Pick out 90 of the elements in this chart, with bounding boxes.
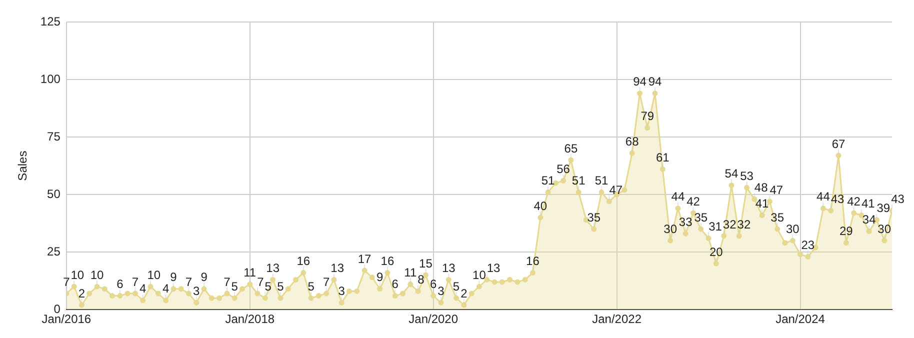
data-label: 20 [710,244,724,259]
data-label: 41 [755,196,770,211]
data-label: 10 [147,268,161,282]
data-label: 48 [754,180,768,194]
data-label: 35 [770,210,784,224]
y-tick-label: 50 [47,186,61,201]
data-label: 5 [277,279,284,294]
data-label: 3 [193,284,200,298]
data-label: 6 [116,277,124,292]
data-label: 7 [63,274,70,289]
data-label: 47 [609,182,623,197]
y-tick-label: 125 [40,14,61,28]
data-label: 6 [430,277,437,292]
x-tick-label: Jan/2020 [408,312,458,326]
data-label: 31 [708,220,722,234]
y-tick-label: 75 [47,129,61,144]
data-label: 2 [460,286,468,300]
data-label: 41 [861,196,876,211]
data-label: 8 [418,272,425,287]
data-label: 67 [832,136,846,151]
data-label: 15 [419,256,433,270]
data-label: 7 [185,274,192,289]
data-label: 51 [572,174,586,188]
y-axis-title: Sales [16,150,30,181]
data-label: 33 [678,214,693,229]
data-label: 6 [392,277,399,292]
data-label: 61 [656,150,670,165]
data-label: 35 [587,210,601,224]
data-label: 94 [648,74,662,89]
data-label: 44 [816,190,830,204]
data-label: 4 [162,282,170,296]
data-label: 47 [770,182,784,197]
data-label: 39 [876,201,890,216]
x-tick-label: Jan/2024 [776,312,826,326]
data-label: 65 [564,141,578,156]
data-label: 51 [541,174,556,188]
x-tick-label: Jan/2018 [225,312,275,326]
data-label: 7 [257,274,264,289]
data-label: 9 [200,270,208,284]
data-label: 3 [438,284,445,298]
y-tick-label: 25 [47,244,61,258]
data-label: 42 [847,194,861,208]
data-label: 16 [296,254,310,268]
y-tick-label: 100 [40,72,61,86]
data-label: 29 [839,224,854,238]
data-label: 32 [737,217,751,232]
data-label: 7 [132,274,139,289]
data-label: 32 [722,217,737,232]
data-label: 10 [90,268,104,282]
data-label: 3 [338,284,346,298]
data-label: 30 [786,222,800,236]
data-label: 13 [266,261,280,275]
data-label: 11 [404,266,417,280]
data-label: 54 [724,166,738,181]
data-label: 7 [322,274,330,289]
data-label: 43 [891,192,905,206]
data-label: 2 [78,286,86,300]
data-label: 30 [878,222,892,236]
data-label: 7 [224,274,231,289]
data-label: 68 [625,134,640,148]
x-tick-label: Jan/2022 [592,312,642,326]
data-label: 56 [556,162,570,176]
data-label: 16 [380,254,394,268]
data-label: 10 [70,268,84,282]
data-label: 5 [264,279,272,294]
data-label: 51 [594,174,609,188]
data-label: 94 [633,74,647,89]
data-label: 5 [452,279,460,294]
data-label: 9 [170,270,178,284]
data-label: 10 [472,268,486,282]
data-label: 23 [801,238,815,252]
data-label: 9 [376,270,384,284]
data-label: 13 [486,261,501,275]
data-label: 4 [140,282,147,296]
data-label: 44 [671,190,685,204]
data-label: 35 [694,210,708,224]
data-label: 13 [442,261,456,275]
data-label: 13 [330,261,344,275]
data-label: 40 [534,198,548,213]
data-label: 16 [526,254,540,268]
data-label: 30 [664,222,678,236]
data-label: 5 [231,279,238,294]
data-label: 34 [862,212,876,227]
data-label: 43 [830,192,845,206]
data-label: 79 [640,109,654,124]
data-label: 17 [358,252,372,266]
data-label: 42 [686,194,700,208]
data-label: 53 [740,168,754,183]
data-label: 11 [244,266,256,280]
data-label: 5 [308,279,315,294]
